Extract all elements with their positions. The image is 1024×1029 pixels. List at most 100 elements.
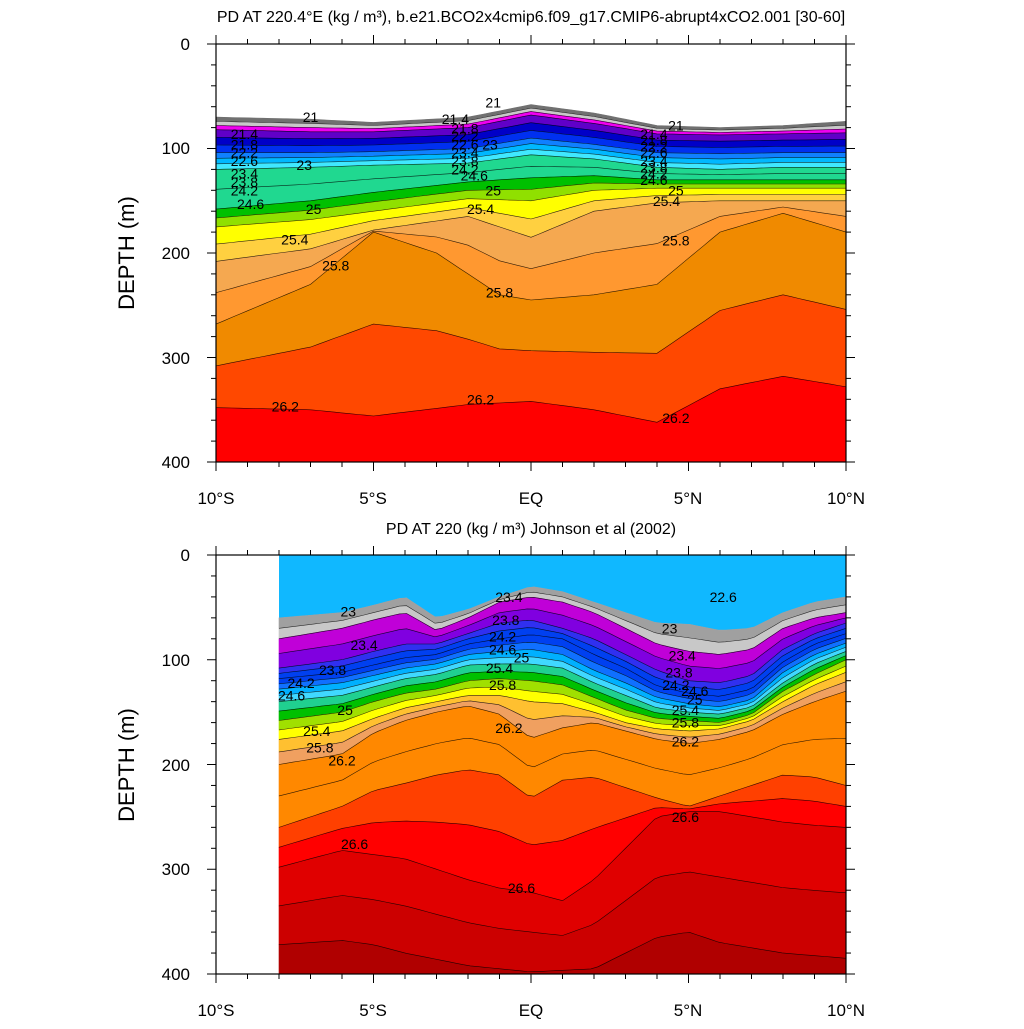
contour-line: [216, 175, 846, 210]
contour-line: [216, 182, 846, 219]
contour-label: 23.8: [640, 159, 667, 175]
chart-title: PD AT 220.4°E (kg / m³), b.e21.BCO2x4cmi…: [217, 9, 845, 26]
chart-panel-observed: PD AT 220 (kg / m³) Johnson et al (2002)…: [114, 521, 865, 1020]
contour-label: 22.6: [451, 136, 478, 152]
contour-label: 26.6: [508, 880, 535, 896]
contour-label: 24.2: [231, 182, 258, 198]
contour-line: [216, 148, 846, 165]
contour-label: 24.2: [640, 166, 667, 182]
contour-line: [278, 871, 846, 936]
contour-label: 24.2: [451, 161, 478, 177]
contour-labels: 2323.423.824.224.62525.425.826.226.623.4…: [278, 589, 737, 896]
y-tick-label: 400: [162, 965, 190, 984]
x-tick-label: 5°S: [359, 489, 387, 508]
x-tick-label: EQ: [519, 489, 544, 508]
contour-label: 25: [668, 182, 684, 198]
contour-line: [278, 681, 846, 753]
y-axis-ticklabels: 0 100 200 300 400: [162, 35, 190, 472]
contour-label: 25: [306, 201, 322, 217]
contour-line: [216, 375, 846, 423]
contour-label: 26.2: [467, 391, 494, 407]
contour-label: 21.4: [640, 126, 667, 142]
contour-label: 25.8: [489, 677, 516, 693]
contour-line: [278, 591, 846, 643]
y-axis-ticklabels: 0 100 200 300 400: [162, 546, 190, 984]
contour-label: 23.8: [451, 153, 478, 169]
contour-line: [278, 690, 846, 765]
x-tick-label: 5°N: [674, 489, 703, 508]
x-tick-label: 10°S: [197, 489, 234, 508]
contour-label: 23.8: [665, 664, 692, 680]
y-tick-label: 0: [181, 35, 190, 54]
contour-label: 25: [687, 692, 703, 708]
contour-label: 23.4: [231, 166, 258, 182]
contour-line: [216, 194, 846, 245]
y-axis-label: DEPTH (m): [114, 196, 139, 310]
y-tick-label: 300: [162, 860, 190, 879]
contour-label: 24.2: [489, 629, 516, 645]
contour-label: 23: [341, 604, 357, 620]
contour-line: [278, 811, 846, 902]
contour-band: [279, 555, 846, 631]
contour-label: 23.4: [669, 648, 696, 664]
contour-fill: [216, 44, 846, 462]
contour-label: 23: [482, 136, 498, 152]
contour-label: 22.2: [231, 145, 258, 161]
y-tick-label: 100: [162, 139, 190, 158]
contour-line: [216, 206, 846, 293]
y-tick-label: 200: [162, 244, 190, 263]
contour-label: 24.2: [662, 677, 689, 693]
contour-label: 21: [485, 95, 501, 111]
contour-label: 24.6: [461, 168, 488, 184]
contour-label: 24.6: [237, 196, 264, 212]
axis-ticks: [207, 35, 855, 471]
contour-line: [216, 107, 846, 131]
contour-line: [216, 154, 846, 170]
contour-line: [278, 798, 846, 848]
contour-line: [278, 642, 846, 708]
contour-label: 25.8: [662, 233, 689, 249]
x-axis-ticklabels: 10°S 5°S EQ 5°N 10°N: [197, 1001, 865, 1020]
contour-label: 21.4: [231, 126, 258, 142]
contour-line: [216, 212, 846, 325]
contour-lines: [278, 591, 846, 973]
contour-label: 25.8: [322, 258, 349, 274]
contour-label: 25.4: [486, 660, 513, 676]
contour-line: [278, 597, 846, 655]
contour-label: 23.8: [231, 174, 258, 190]
x-tick-label: 10°N: [827, 1001, 865, 1020]
contour-label: 23.4: [640, 153, 667, 169]
contour-label: 23.4: [350, 637, 377, 653]
contour-label: 25: [337, 702, 353, 718]
contour-line: [216, 122, 846, 142]
contour-label: 25.8: [306, 740, 333, 756]
contour-label: 25.8: [672, 715, 699, 731]
contour-line: [216, 187, 846, 228]
contour-line: [278, 665, 846, 731]
contour-label: 25.4: [672, 702, 699, 718]
contour-line: [216, 143, 846, 160]
contour-label: 22.2: [640, 138, 667, 154]
contour-label: 24.6: [681, 683, 708, 699]
contour-label: 21.8: [640, 132, 667, 148]
contour-label: 23: [662, 620, 678, 636]
contour-line: [216, 137, 846, 155]
contour-line: [278, 655, 846, 719]
y-tick-label: 0: [181, 546, 190, 565]
y-tick-label: 100: [162, 651, 190, 670]
chart-title: PD AT 220 (kg / m³) Johnson et al (2002): [386, 521, 676, 538]
contour-label: 22.6: [710, 589, 737, 605]
contour-line: [278, 769, 846, 828]
contour-label: 26.2: [662, 410, 689, 426]
contour-label: 26.2: [672, 734, 699, 750]
contour-line: [278, 627, 846, 690]
contour-label: 24.6: [640, 172, 667, 188]
contour-line: [278, 608, 846, 669]
contour-line: [278, 633, 846, 697]
y-axis-label: DEPTH (m): [114, 708, 139, 822]
contour-label: 23.4: [451, 145, 478, 161]
contour-label: 23.4: [495, 589, 522, 605]
contour-label: 24.6: [278, 687, 305, 703]
